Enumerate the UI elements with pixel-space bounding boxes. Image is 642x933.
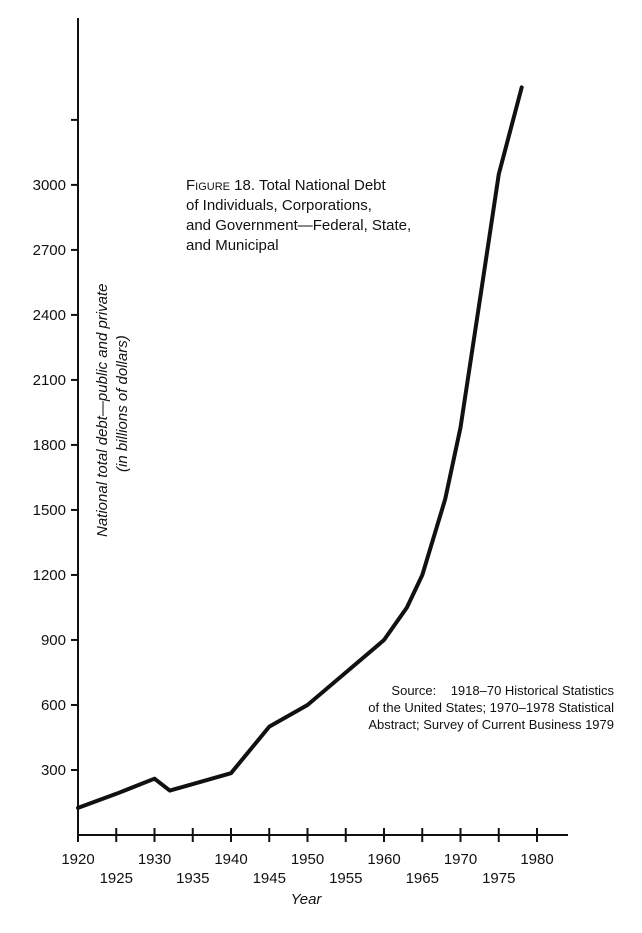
- y-tick-label: 1200: [33, 567, 66, 584]
- source-line-3: Abstract; Survey of Current Business 197…: [368, 717, 614, 732]
- figure-title: Figure 18. Total National Debt of Indivi…: [186, 176, 486, 256]
- x-tick-label: 1930: [138, 851, 171, 868]
- x-tick-label: 1960: [367, 851, 400, 868]
- y-tick-label: 1500: [33, 502, 66, 519]
- figure-label: Figure 18.: [186, 177, 256, 194]
- x-tick-label: 1950: [291, 851, 324, 868]
- y-tick-label: 300: [41, 762, 66, 779]
- x-ticks: 1920 1925 1930 1935 1940 1945 1950 1955 1960 1965…: [61, 828, 554, 887]
- x-tick-label: 1955: [329, 870, 362, 887]
- source-label: Source:: [391, 683, 437, 698]
- y-tick-label: 3000: [33, 177, 66, 194]
- source-line-2: of the United States; 1970–1978 Statisti…: [368, 700, 614, 715]
- x-tick-label: 1945: [253, 870, 286, 887]
- source-note: Source: 1918–70 Historical Statistics of…: [352, 682, 614, 733]
- x-tick-label: 1935: [176, 870, 209, 887]
- figure-title-line-1: Figure 18. Total National Debt: [186, 176, 486, 196]
- x-tick-label: 1925: [100, 870, 133, 887]
- series-line-1: [76, 85, 524, 810]
- x-tick-label: 1975: [482, 870, 515, 887]
- axes: [77, 18, 568, 836]
- source-text-1: 1918–70 Historical Statistics: [450, 683, 614, 698]
- figure-title-line-4: and Municipal: [186, 237, 279, 254]
- y-tick-label: 1800: [33, 437, 66, 454]
- y-tick-label: 900: [41, 632, 66, 649]
- series: [76, 85, 524, 810]
- figure-title-line-3: and Government—Federal, State,: [186, 217, 412, 234]
- x-axis-label: Year: [291, 891, 323, 908]
- y-axis-label-line-1: National total debt—public and private: [94, 284, 111, 538]
- y-axis-label-line-2: (in billions of dollars): [114, 335, 131, 472]
- x-tick-label: 1980: [520, 851, 553, 868]
- x-tick-label: 1970: [444, 851, 477, 868]
- y-tick-label: 2100: [33, 372, 66, 389]
- figure-title-text-1: Total National Debt: [258, 177, 386, 194]
- x-tick-label: 1940: [214, 851, 247, 868]
- y-tick-label: 2700: [33, 242, 66, 259]
- y-ticks: 300 600 900 1200 1500 1800 2100 2400 2700 3000: [33, 118, 78, 779]
- source-line-1: Source: 1918–70 Historical Statistics: [352, 682, 614, 699]
- y-tick-label: 2400: [33, 307, 66, 324]
- x-tick-label: 1965: [406, 870, 439, 887]
- x-tick-label: 1920: [61, 851, 94, 868]
- y-tick-label: 600: [41, 697, 66, 714]
- figure-title-line-2: of Individuals, Corporations,: [186, 197, 372, 214]
